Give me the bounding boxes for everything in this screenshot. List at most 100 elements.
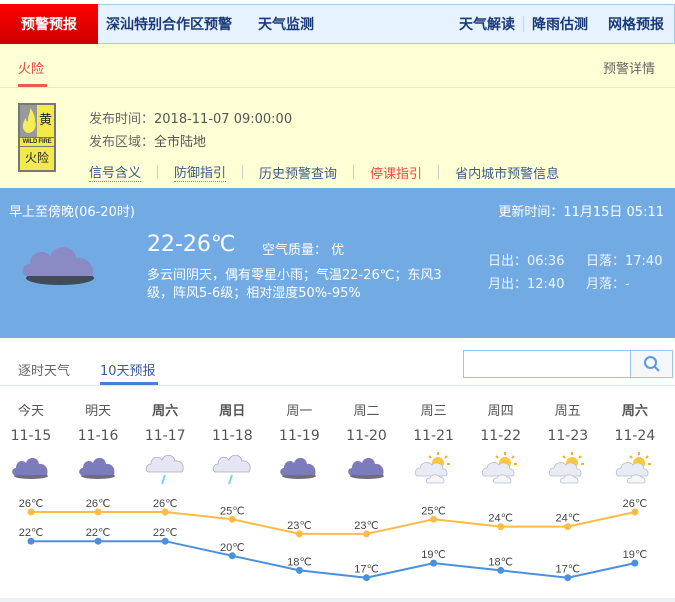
cloudy-icon (1, 452, 61, 486)
light-rain-icon (135, 452, 195, 486)
link-history[interactable]: 历史预警查询 (259, 166, 338, 182)
high-temp-label: 24℃ (488, 513, 513, 525)
link-province-warnings[interactable]: 省内城市预警信息 (455, 166, 560, 182)
low-temp-label: 17℃ (354, 564, 379, 576)
forecast-date: 11-22 (480, 428, 522, 444)
high-temp-label: 26℃ (623, 498, 648, 510)
today-weather-panel: 早上至傍晚(06-20时) 更新时间：11月15日 05:11 22-26℃ 空… (0, 188, 675, 338)
low-temp-label: 22℃ (86, 527, 111, 539)
weather-desc-1: 多云间阴天，偶有零星小雨；气温22-26℃；东风3 (147, 268, 442, 283)
forecast-day: 周一 (286, 404, 313, 419)
search-button[interactable] (630, 351, 672, 377)
divider (242, 165, 244, 179)
cloudy-icon (269, 452, 329, 486)
link-signal-meaning[interactable]: 信号含义 (89, 162, 142, 182)
forecast-date: 11-18 (211, 428, 253, 444)
high-temp-label: 25℃ (220, 505, 245, 517)
air-quality: 空气质量： 优 (262, 243, 345, 258)
high-temp-point (564, 523, 572, 531)
forecast-day: 周三 (420, 404, 447, 419)
forecast-day: 周二 (353, 404, 380, 419)
high-temp-label: 26℃ (19, 498, 44, 510)
forecast-date: 11-16 (77, 428, 119, 444)
high-temp-point (497, 523, 505, 531)
top-nav: 预警预报 深汕特别合作区预警 天气监测 天气解读 降雨估测 网格预报 (0, 3, 675, 44)
low-temp-point (228, 552, 236, 560)
high-temp-label: 26℃ (86, 498, 111, 510)
low-temp-point (430, 559, 438, 567)
tab-10-day[interactable]: 10天预报 (100, 364, 156, 379)
nav-warning-forecast[interactable]: 预警预报 (0, 3, 98, 44)
cloudy-icon (22, 247, 94, 285)
partly-cloudy-icon (605, 452, 665, 486)
divider (0, 87, 675, 88)
partly-cloudy-icon (404, 452, 464, 486)
forecast-day: 周六 (621, 404, 648, 419)
forecast-date: 11-15 (10, 428, 52, 444)
link-defense-guide[interactable]: 防御指引 (174, 162, 227, 182)
tab-underline (100, 382, 158, 385)
weather-desc-2: 级，阵风5-6级；相对湿度50%-95% (147, 286, 361, 301)
flame-icon (20, 105, 37, 137)
nav-weather-monitor[interactable]: 天气监测 (258, 17, 314, 33)
tab-fire-risk[interactable]: 火险 (18, 62, 45, 77)
forecast-day: 明天 (85, 404, 112, 419)
nav-shenshan[interactable]: 深汕特别合作区预警 (106, 17, 232, 33)
forecast-day: 周六 (152, 404, 179, 419)
nav-rain-estimate[interactable]: 降雨估测 (532, 17, 588, 33)
nav-grid-forecast[interactable]: 网格预报 (608, 17, 664, 33)
high-temp-label: 25℃ (421, 505, 446, 517)
forecast-date: 11-17 (144, 428, 186, 444)
warning-links: 信号含义 防御指引 历史预警查询 停课指引 省内城市预警信息 (89, 162, 559, 182)
high-temp-label: 23℃ (354, 520, 379, 532)
light-rain-icon (202, 452, 262, 486)
forecast-date: 11-20 (346, 428, 387, 444)
divider (157, 165, 159, 179)
warning-detail-link[interactable]: 预警详情 (602, 62, 655, 77)
low-temp-point (94, 537, 102, 545)
warning-panel: 火险 预警详情 黄 WILD FIRE 火险 发布时间：2018-11-07 0… (0, 44, 675, 188)
high-temp-label: 24℃ (556, 513, 581, 525)
forecast-day: 周四 (487, 404, 514, 419)
forecast-date: 11-24 (614, 428, 656, 444)
forecast-date: 11-19 (279, 428, 320, 444)
high-temp-point (430, 515, 438, 523)
low-temp-point (295, 566, 303, 574)
high-temp-label: 26℃ (153, 498, 178, 510)
high-temp-point (295, 530, 303, 538)
high-temp-point (631, 508, 639, 516)
high-temp-point (363, 530, 370, 538)
cloudy-icon (68, 452, 128, 486)
high-temp-point (94, 508, 102, 516)
low-temp-point (363, 574, 370, 582)
label: 发布区域： (89, 135, 155, 150)
forecast-day: 周五 (554, 404, 581, 419)
update-time: 更新时间：11月15日 05:11 (498, 205, 664, 220)
label: 发布时间： (89, 112, 155, 127)
low-temp-point (497, 566, 505, 574)
forecast-date: 11-23 (547, 428, 589, 444)
partly-cloudy-icon (538, 452, 598, 486)
high-temp-line (31, 511, 636, 535)
search-box (463, 350, 673, 378)
partly-cloudy-icon (471, 452, 531, 486)
bottom-bar (0, 598, 675, 602)
search-input[interactable] (464, 351, 624, 377)
search-icon (643, 356, 660, 372)
low-temp-label: 18℃ (488, 556, 513, 568)
low-temp-label: 22℃ (19, 527, 44, 539)
badge-en-label: WILD FIRE (20, 137, 54, 147)
issue-area: 发布区域：全市陆地 (89, 131, 206, 150)
sunrise: 日出：06:36 (488, 254, 565, 269)
nav-weather-interpret[interactable]: 天气解读 (459, 17, 515, 33)
badge-cn-label: 火险 (24, 151, 49, 165)
high-temp-label: 23℃ (287, 520, 312, 532)
tab-hourly[interactable]: 逐时天气 (18, 364, 71, 379)
low-temp-label: 17℃ (556, 564, 581, 576)
low-temp-label: 19℃ (623, 549, 648, 561)
link-class-suspension[interactable]: 停课指引 (370, 166, 423, 182)
low-temp-label: 20℃ (220, 542, 245, 554)
tab-underline (18, 84, 47, 87)
divider (523, 16, 524, 32)
value: 2018-11-07 09:00:00 (154, 112, 293, 127)
